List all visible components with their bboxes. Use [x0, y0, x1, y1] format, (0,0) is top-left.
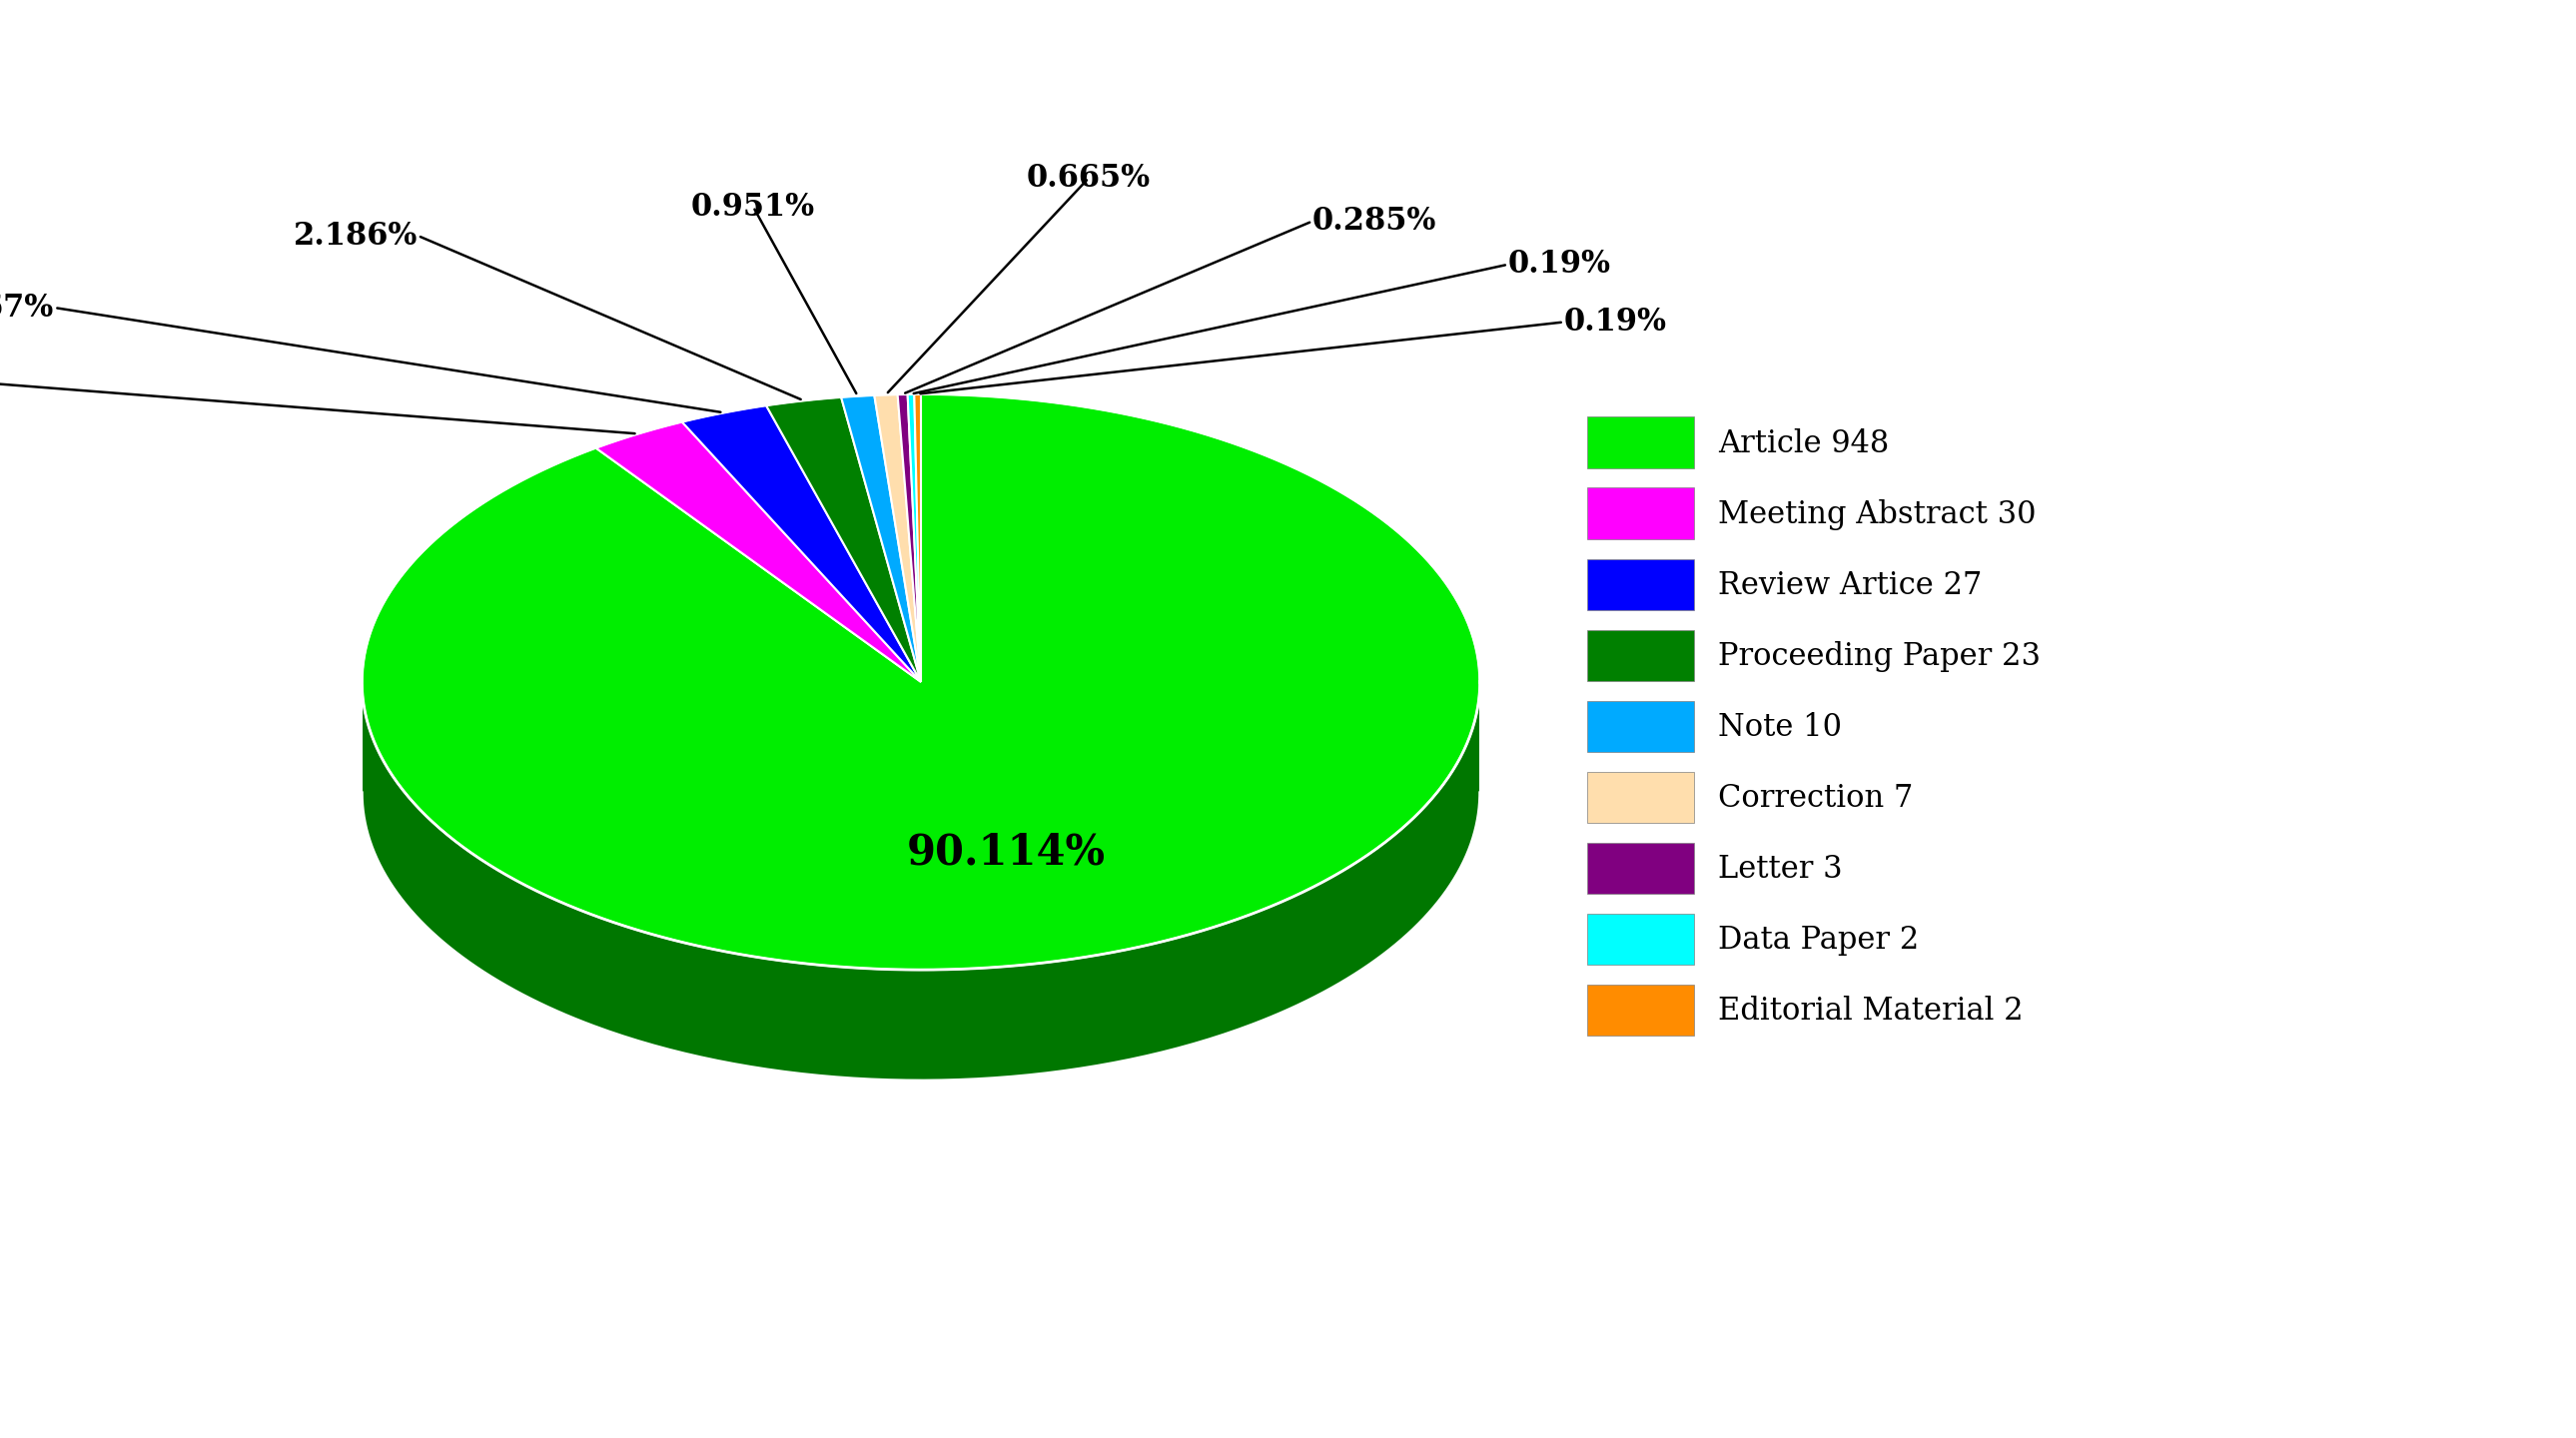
Polygon shape — [907, 394, 922, 682]
Legend: Article 948, Meeting Abstract 30, Review Artice 27, Proceeding Paper 23, Note 10: Article 948, Meeting Abstract 30, Review… — [1574, 404, 2053, 1048]
Text: 0.951%: 0.951% — [690, 191, 814, 223]
Text: 0.19%: 0.19% — [1507, 249, 1610, 280]
Text: 2.186%: 2.186% — [294, 220, 417, 252]
Text: 2.567%: 2.567% — [0, 292, 54, 324]
Text: 0.285%: 0.285% — [1311, 206, 1437, 237]
Text: 0.19%: 0.19% — [1564, 306, 1667, 338]
Polygon shape — [363, 682, 1479, 1080]
Text: 90.114%: 90.114% — [907, 831, 1105, 873]
Polygon shape — [683, 406, 922, 682]
Polygon shape — [842, 395, 922, 682]
Polygon shape — [765, 397, 922, 682]
Text: 0.665%: 0.665% — [1028, 162, 1151, 194]
Polygon shape — [914, 394, 922, 682]
Polygon shape — [896, 394, 922, 682]
Polygon shape — [595, 421, 922, 682]
Polygon shape — [363, 394, 1479, 969]
Polygon shape — [873, 394, 922, 682]
Polygon shape — [361, 792, 1479, 1080]
